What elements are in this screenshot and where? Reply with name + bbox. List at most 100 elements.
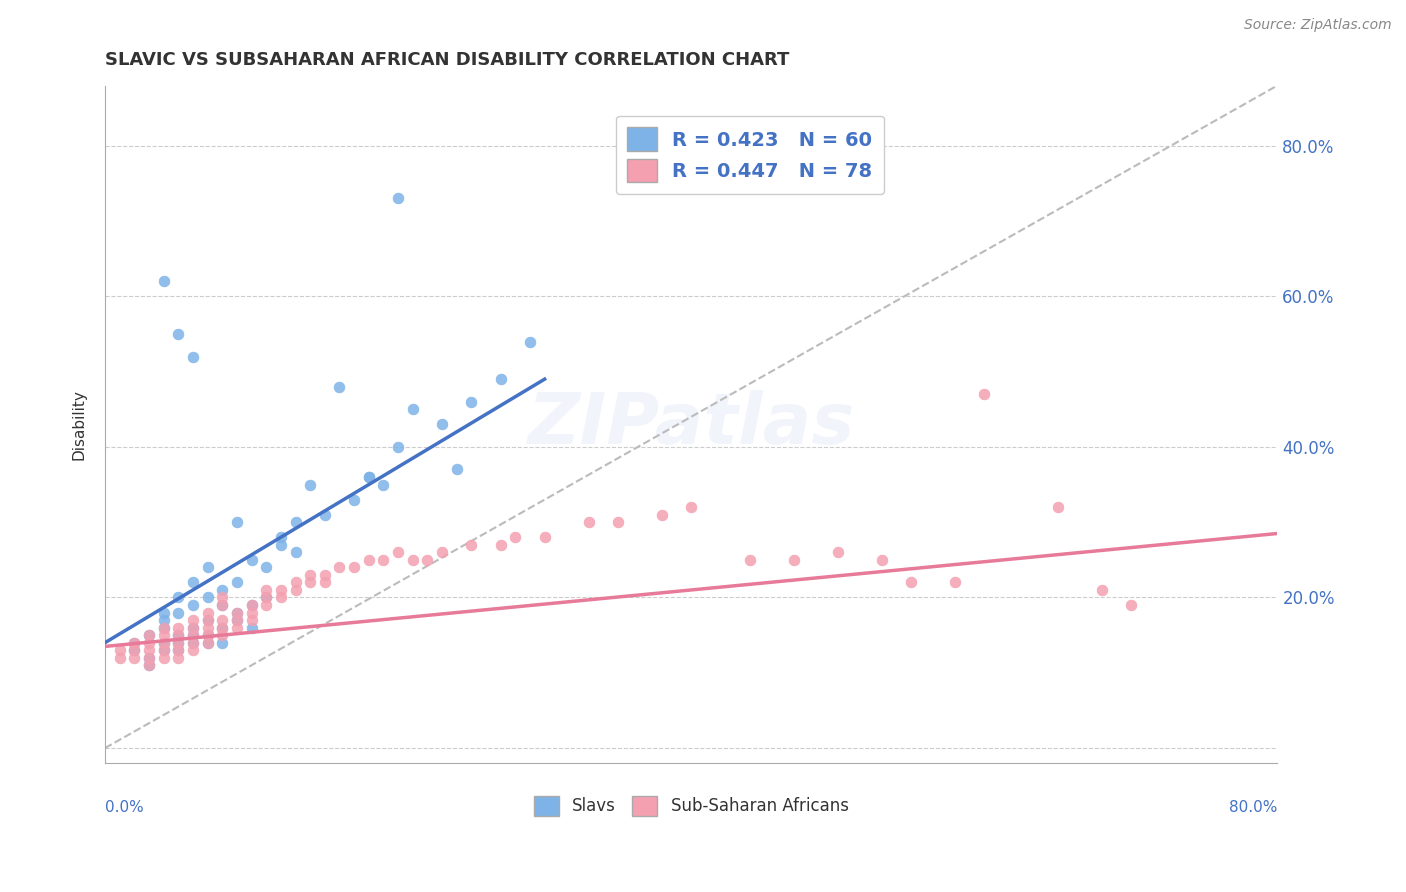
Point (167, 326, 190, 341)
Point (900, 575, 922, 590)
Point (167, 643, 190, 657)
Legend: Slavs, Sub-Saharan Africans: Slavs, Sub-Saharan Africans (527, 789, 855, 822)
Point (416, 553, 439, 567)
Point (197, 591, 219, 605)
Point (460, 394, 482, 409)
Point (225, 606, 247, 620)
Point (387, 191, 409, 205)
Point (124, 635, 146, 649)
Point (211, 621, 233, 635)
Point (152, 613, 174, 627)
Point (314, 508, 336, 522)
Point (254, 582, 277, 597)
Point (1119, 598, 1142, 612)
Y-axis label: Disability: Disability (72, 389, 86, 459)
Point (138, 628, 160, 642)
Text: Source: ZipAtlas.com: Source: ZipAtlas.com (1244, 18, 1392, 32)
Point (446, 462, 468, 476)
Point (328, 560, 350, 574)
Point (254, 591, 277, 605)
Point (254, 591, 277, 605)
Point (328, 379, 350, 393)
Point (211, 598, 233, 612)
Point (152, 606, 174, 620)
Point (167, 591, 190, 605)
Point (387, 545, 409, 559)
Point (284, 545, 307, 559)
Point (167, 643, 190, 657)
Point (181, 621, 204, 635)
Point (211, 591, 233, 605)
Point (1046, 500, 1069, 515)
Point (124, 643, 146, 657)
Point (152, 621, 174, 635)
Point (124, 650, 146, 665)
Point (181, 628, 204, 642)
Point (124, 643, 146, 657)
Text: ZIPatlas: ZIPatlas (527, 390, 855, 458)
Point (225, 606, 247, 620)
Point (225, 613, 247, 627)
Point (197, 628, 219, 642)
Point (505, 530, 527, 544)
Point (181, 635, 204, 649)
Point (225, 575, 247, 590)
Point (181, 635, 204, 649)
Point (943, 575, 966, 590)
Point (460, 538, 482, 552)
Point (197, 613, 219, 627)
Point (211, 613, 233, 627)
Point (138, 658, 160, 673)
Point (211, 598, 233, 612)
Point (138, 650, 160, 665)
Point (167, 635, 190, 649)
Point (284, 515, 307, 529)
Point (152, 643, 174, 657)
Point (211, 621, 233, 635)
Point (225, 621, 247, 635)
Point (181, 628, 204, 642)
Point (343, 560, 366, 574)
Point (343, 492, 366, 507)
Point (152, 650, 174, 665)
Point (430, 545, 453, 559)
Point (167, 628, 190, 642)
Point (197, 606, 219, 620)
Point (225, 613, 247, 627)
Text: 0.0%: 0.0% (105, 800, 143, 815)
Point (138, 650, 160, 665)
Point (489, 538, 512, 552)
Point (270, 582, 292, 597)
Point (973, 387, 995, 401)
Point (197, 613, 219, 627)
Point (108, 650, 131, 665)
Point (152, 628, 174, 642)
Point (240, 621, 263, 635)
Point (152, 643, 174, 657)
Point (197, 635, 219, 649)
Point (738, 553, 761, 567)
Point (402, 553, 425, 567)
Point (167, 650, 190, 665)
Point (284, 575, 307, 590)
Point (225, 515, 247, 529)
Point (357, 470, 380, 484)
Point (138, 658, 160, 673)
Point (430, 417, 453, 432)
Point (578, 515, 600, 529)
Point (270, 538, 292, 552)
Point (240, 553, 263, 567)
Point (373, 553, 395, 567)
Text: 80.0%: 80.0% (1229, 800, 1278, 815)
Point (197, 560, 219, 574)
Point (240, 598, 263, 612)
Point (254, 598, 277, 612)
Point (197, 635, 219, 649)
Point (181, 613, 204, 627)
Point (270, 591, 292, 605)
Point (152, 635, 174, 649)
Point (1090, 582, 1112, 597)
Point (181, 598, 204, 612)
Point (651, 508, 673, 522)
Point (152, 274, 174, 288)
